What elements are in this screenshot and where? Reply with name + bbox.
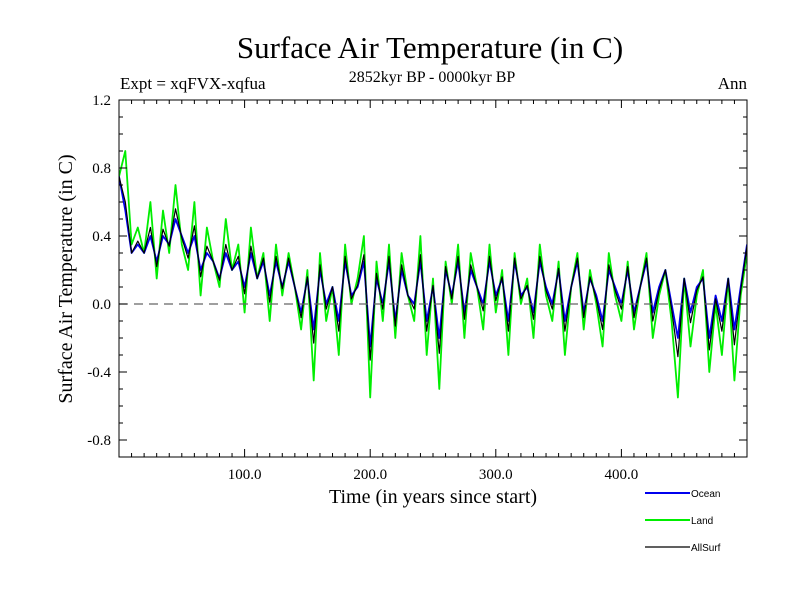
time-range-label: 2852kyr BP - 0000kyr BP	[349, 69, 516, 86]
axis-ticks	[119, 99, 747, 458]
series-line-allsurf	[119, 176, 747, 361]
x-axis-label: Time (in years since start)	[329, 486, 537, 508]
y-tick-label: -0.8	[87, 433, 111, 449]
y-axis-label: Surface Air Temperature (in C)	[55, 154, 77, 403]
experiment-label: Expt = xqFVX-xqfua	[120, 74, 266, 93]
x-tick-label: 400.0	[605, 467, 639, 483]
legend: Ocean Land AllSurf	[645, 489, 721, 554]
legend-label-ocean: Ocean	[691, 489, 720, 500]
series-layer	[119, 150, 747, 399]
legend-label-allsurf: AllSurf	[691, 543, 721, 554]
legend-label-land: Land	[691, 516, 713, 527]
x-tick-label: 100.0	[228, 467, 262, 483]
y-tick-label: 0.8	[92, 161, 111, 177]
axis-tick-labels: 100.0 200.0 300.0 400.0 1.2 0.8 0.4 0.0 -0.4 -0.8	[87, 93, 638, 483]
y-tick-label: -0.4	[87, 365, 111, 381]
series-line-land	[119, 150, 747, 399]
y-tick-label: 0.0	[92, 297, 111, 313]
y-tick-label: 0.4	[92, 229, 111, 245]
x-tick-label: 300.0	[479, 467, 513, 483]
x-tick-label: 200.0	[353, 467, 387, 483]
chart-title: Surface Air Temperature (in C)	[237, 30, 623, 65]
season-label: Ann	[718, 74, 748, 93]
y-tick-label: 1.2	[92, 93, 111, 109]
